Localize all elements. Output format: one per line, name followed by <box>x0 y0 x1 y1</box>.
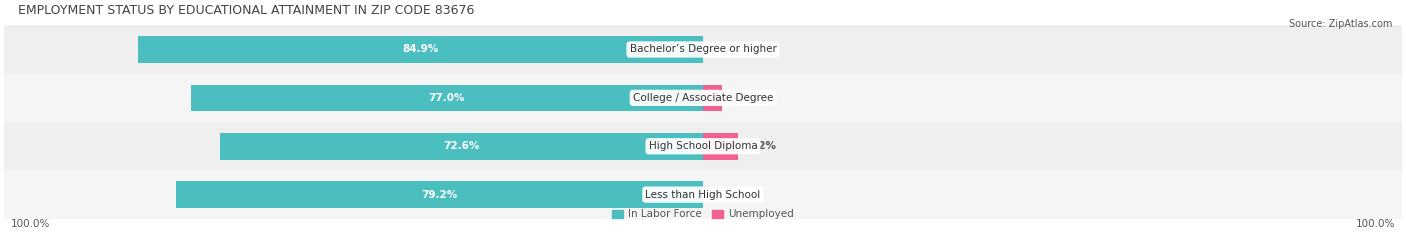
Text: EMPLOYMENT STATUS BY EDUCATIONAL ATTAINMENT IN ZIP CODE 83676: EMPLOYMENT STATUS BY EDUCATIONAL ATTAINM… <box>18 4 474 17</box>
Text: Less than High School: Less than High School <box>645 190 761 200</box>
Text: 0.0%: 0.0% <box>713 190 742 200</box>
Text: 2.8%: 2.8% <box>731 93 761 103</box>
Text: 72.6%: 72.6% <box>443 141 479 151</box>
Text: College / Associate Degree: College / Associate Degree <box>633 93 773 103</box>
Text: 100.0%: 100.0% <box>1355 219 1395 229</box>
Text: 84.9%: 84.9% <box>402 45 439 55</box>
Text: 5.2%: 5.2% <box>748 141 776 151</box>
Legend: In Labor Force, Unemployed: In Labor Force, Unemployed <box>609 205 797 223</box>
Bar <box>4 25 1402 74</box>
Text: Bachelor’s Degree or higher: Bachelor’s Degree or higher <box>630 45 776 55</box>
Bar <box>4 122 1402 171</box>
Bar <box>191 85 703 111</box>
Text: 77.0%: 77.0% <box>429 93 465 103</box>
Bar <box>703 85 721 111</box>
Bar <box>138 36 703 63</box>
Text: High School Diploma: High School Diploma <box>648 141 758 151</box>
Text: 79.2%: 79.2% <box>422 190 457 200</box>
Bar <box>703 133 738 160</box>
Bar <box>4 171 1402 219</box>
Bar <box>176 181 703 208</box>
Text: 0.0%: 0.0% <box>713 45 742 55</box>
Text: Source: ZipAtlas.com: Source: ZipAtlas.com <box>1288 19 1392 29</box>
Text: 100.0%: 100.0% <box>11 219 51 229</box>
Bar <box>4 74 1402 122</box>
Bar <box>219 133 703 160</box>
